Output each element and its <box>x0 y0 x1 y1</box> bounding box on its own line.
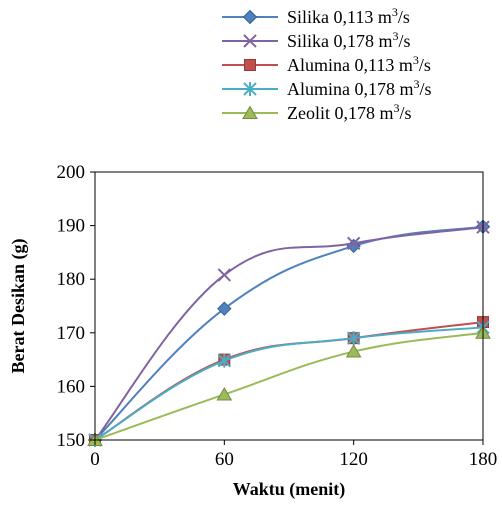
x-tick-label: 180 <box>469 449 498 470</box>
data-point <box>217 301 232 316</box>
data-point <box>346 331 361 346</box>
x-tick-label: 120 <box>339 449 368 470</box>
legend-marker <box>244 59 256 71</box>
legend-entry: Silika 0,178 m3/s <box>222 29 411 51</box>
legend-label: Silika 0,113 m3/s <box>287 5 410 27</box>
y-tick-label: 160 <box>57 376 86 397</box>
data-point <box>346 238 361 254</box>
data-point <box>345 344 362 358</box>
series-line <box>94 225 484 441</box>
legend-entry: Silika 0,113 m3/s <box>222 5 410 27</box>
data-point <box>216 386 233 401</box>
y-tick-label: 200 <box>57 162 86 183</box>
series-line <box>94 326 484 441</box>
y-tick-label: 170 <box>57 323 86 344</box>
legend-label: Alumina 0,113 m3/s <box>287 53 431 75</box>
legend-marker <box>242 105 258 119</box>
x-tick-label: 60 <box>215 449 234 470</box>
legend-entry: Alumina 0,178 m3/s <box>222 77 432 99</box>
legend-marker <box>242 9 258 25</box>
legend-marker <box>243 34 257 48</box>
data-point <box>217 353 232 368</box>
series-1 <box>87 219 491 448</box>
series-5 <box>87 325 491 446</box>
legend-label: Zeolit 0,178 m3/s <box>287 101 412 123</box>
data-point <box>217 268 232 282</box>
axes: 150 160 170 180 190 200 0 60 120 180 <box>57 162 498 470</box>
plot-area <box>87 219 491 448</box>
x-axis-title: Waktu (menit) <box>233 479 346 500</box>
series-line <box>94 331 484 441</box>
legend-label: Silika 0,178 m3/s <box>287 29 411 51</box>
x-tick-label: 0 <box>90 449 100 470</box>
legend-marker <box>243 82 257 96</box>
y-axis-title: Berat Desikan (g) <box>8 239 29 374</box>
data-point <box>346 236 361 250</box>
plot-border <box>94 171 484 441</box>
y-tick-label: 180 <box>57 269 86 290</box>
y-tick-label: 190 <box>57 216 86 237</box>
series-line <box>94 226 484 441</box>
series-2 <box>88 220 490 447</box>
legend-entry: Alumina 0,113 m3/s <box>222 53 431 75</box>
legend-entry: Zeolit 0,178 m3/s <box>222 101 412 123</box>
legend-label: Alumina 0,178 m3/s <box>287 77 432 99</box>
y-tick-label: 150 <box>57 430 86 451</box>
